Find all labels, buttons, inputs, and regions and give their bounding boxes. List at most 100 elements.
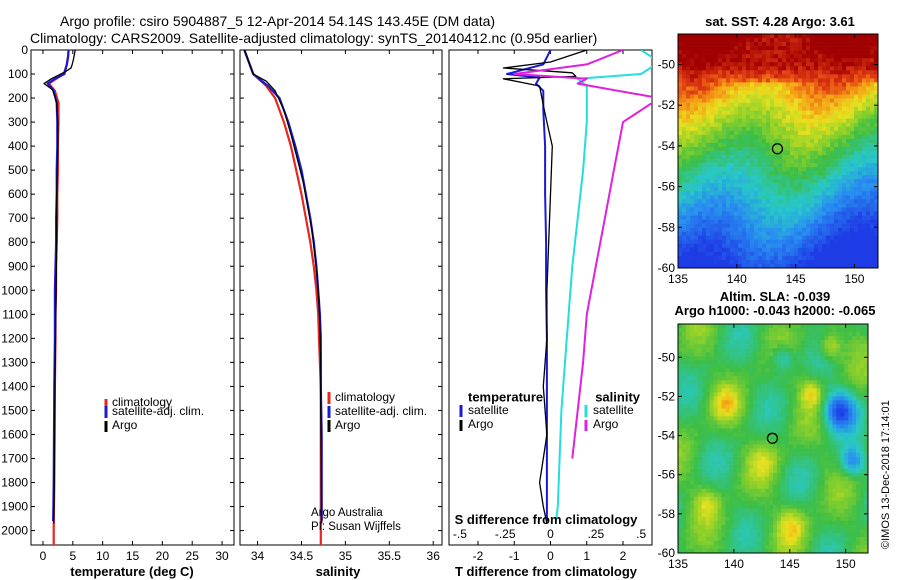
map-cell (864, 360, 869, 365)
map-cell (738, 66, 743, 71)
map-cell (713, 440, 718, 445)
map-cell (766, 106, 771, 111)
map-cell (722, 219, 727, 224)
map-cell (858, 142, 863, 148)
map-cell (792, 340, 798, 345)
map-cell (788, 464, 794, 469)
map-cell (678, 468, 683, 473)
map-cell (698, 211, 703, 216)
map-cell (685, 380, 691, 385)
map-cell (846, 98, 851, 103)
map-cell (746, 215, 751, 220)
map-cell (800, 412, 805, 417)
map-cell (689, 376, 695, 381)
map-cell (709, 472, 714, 477)
map-cell (858, 110, 863, 115)
map-cell (784, 352, 790, 357)
map-cell (814, 219, 819, 224)
map-cell (866, 130, 871, 136)
map-cell (788, 444, 794, 449)
map-cell (754, 163, 759, 168)
map-cell (816, 412, 821, 417)
map-cell (870, 155, 875, 160)
map-cell (858, 134, 863, 140)
map-cell (682, 126, 687, 132)
map-cell (730, 239, 735, 245)
map-cell (710, 199, 715, 204)
map-cell (866, 114, 871, 120)
map-cell (802, 58, 807, 63)
map-cell (718, 239, 723, 245)
map-cell (765, 428, 770, 433)
map-cell (742, 207, 747, 212)
map-cell (761, 444, 766, 449)
map-cell (746, 82, 751, 87)
map-cell (734, 207, 739, 212)
map-cell (874, 223, 879, 228)
map-cell (754, 110, 759, 115)
map-cell (766, 151, 771, 156)
map-cell (702, 171, 707, 176)
map-cell (834, 195, 839, 200)
map-cell (836, 336, 841, 341)
map-cell (685, 436, 691, 441)
map-cell (786, 171, 791, 176)
map-cell (786, 58, 791, 63)
map-cell (762, 130, 767, 136)
map-cell (705, 372, 710, 377)
map-cell (710, 126, 715, 132)
map-cell (742, 118, 747, 124)
map-cell (678, 58, 683, 63)
map-cell (702, 126, 707, 132)
sla-map-image (678, 324, 869, 554)
map-cell (858, 114, 863, 120)
map-cell (686, 70, 691, 75)
map-cell (769, 324, 774, 329)
map-cell (818, 46, 823, 51)
map-cell (762, 203, 767, 208)
map-cell (758, 62, 763, 67)
map-cell (741, 432, 746, 437)
map-cell (702, 187, 707, 192)
map-cell (808, 416, 813, 421)
map-cell (694, 199, 699, 204)
map-cell (718, 199, 723, 204)
map-cell (773, 420, 778, 425)
map-cell (858, 58, 863, 63)
map-cell (866, 146, 871, 152)
map-cell (852, 468, 857, 473)
map-cell (738, 195, 743, 200)
map-cell (722, 94, 727, 99)
map-cell (766, 215, 771, 220)
map-cell (862, 62, 867, 67)
map-cell (810, 191, 815, 196)
map-cell (866, 126, 871, 132)
map-cell (792, 436, 798, 441)
map-cell (750, 215, 755, 220)
map-cell (850, 62, 855, 67)
map-cell (822, 130, 827, 136)
map-cell (856, 324, 861, 329)
map-cell (824, 340, 829, 345)
map-cell (754, 255, 759, 261)
map-cell (850, 239, 855, 245)
map-cell (765, 372, 770, 377)
map-cell (864, 348, 869, 353)
map-cell (798, 98, 803, 103)
map-cell (798, 74, 803, 79)
map-cell (729, 324, 734, 329)
map-cell (788, 460, 794, 465)
map-cell (862, 106, 867, 111)
map-cell (750, 50, 755, 55)
map-cell (681, 440, 687, 445)
map-cell (753, 440, 758, 445)
map-cell (730, 151, 735, 156)
map-cell (686, 151, 691, 156)
map-cell (852, 348, 857, 353)
map-cell (773, 348, 778, 353)
map-cell (808, 440, 813, 445)
map-cell (828, 372, 833, 377)
map-cell (737, 352, 742, 357)
map-cell (844, 468, 849, 473)
map-cell (790, 167, 795, 172)
